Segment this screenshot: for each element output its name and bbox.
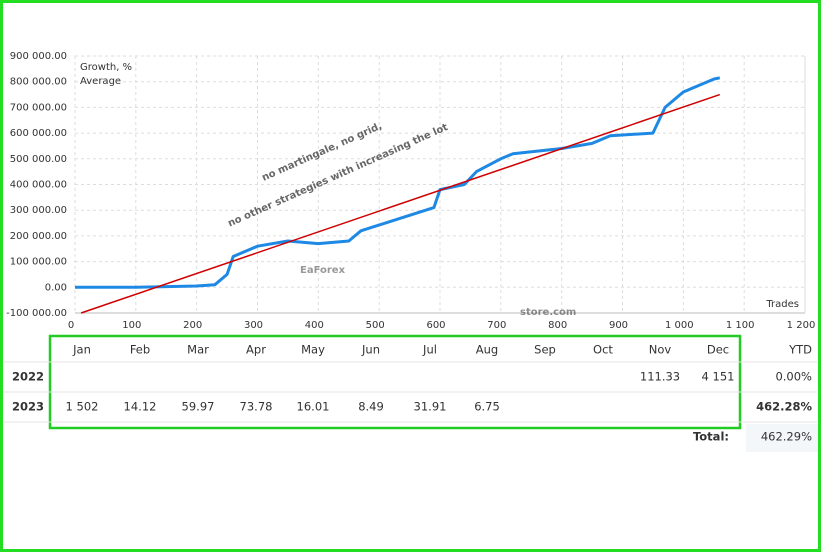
series-line	[75, 76, 721, 289]
x-tick-label: 1 000	[665, 320, 694, 331]
x-tick-label: 100	[122, 320, 141, 331]
total-label: Total:	[693, 430, 729, 444]
month-cell: 6.75	[474, 400, 500, 414]
highlight-box	[48, 334, 742, 430]
y-tick-label: -100 000.00	[6, 308, 67, 319]
month-cell: 16.01	[297, 400, 330, 414]
month-cell: 4 151	[702, 370, 735, 384]
month-cell: 111.33	[640, 370, 680, 384]
header-cell: Aug	[476, 343, 498, 357]
logo-sub: store.com	[520, 307, 576, 318]
x-tick-label: 1 200	[787, 320, 816, 331]
month-cell: 31.91	[414, 400, 447, 414]
x-tick-label: 700	[487, 320, 506, 331]
y-tick-label: 600 000.00	[10, 128, 67, 139]
month-cell: 1 502	[66, 400, 99, 414]
year-cell: 2022	[12, 370, 44, 384]
x-tick-label: 1 100	[726, 320, 755, 331]
header-cell: May	[301, 343, 325, 357]
monthly-table: Jan Feb Mar Apr May Jun Jul Aug Sep Oct Nov Dec YTD 2…	[4, 343, 818, 452]
header-cell: YTD	[788, 343, 812, 357]
total-bg	[746, 424, 818, 452]
chart: -100 000.00 0.00 100 000.00 200 000.00 300 0…	[6, 51, 815, 331]
header-cell: Dec	[707, 343, 729, 357]
y-tick-label: 700 000.00	[10, 102, 67, 113]
y-tick-label: 400 000.00	[10, 180, 67, 191]
total-value: 462.29%	[761, 430, 812, 444]
header-cell: Jun	[361, 343, 380, 357]
month-cell: 59.97	[182, 400, 215, 414]
month-cell: 73.78	[240, 400, 273, 414]
y-tick-label: 500 000.00	[10, 154, 67, 165]
y-tick-label: 900 000.00	[10, 51, 67, 62]
ytd-cell: 462.28%	[756, 400, 812, 414]
header-cell: Jan	[72, 343, 91, 357]
legend-entry: Growth, %	[80, 62, 132, 73]
x-axis-label: Trades	[765, 299, 799, 310]
y-tick-label: 200 000.00	[10, 231, 67, 242]
x-tick-label: 0	[68, 320, 74, 331]
x-tick-label: 600	[426, 320, 445, 331]
ytd-cell: 0.00%	[775, 370, 812, 384]
x-tick-label: 400	[305, 320, 324, 331]
x-tick-label: 900	[609, 320, 628, 331]
y-tick-label: 300 000.00	[10, 205, 67, 216]
header-cell: Sep	[534, 343, 556, 357]
header-cell: Apr	[246, 343, 266, 357]
y-tick-label: 100 000.00	[10, 257, 67, 268]
month-cell: 8.49	[358, 400, 384, 414]
header-cell: Jul	[422, 343, 437, 357]
x-tick-label: 300	[244, 320, 263, 331]
logo: EaForex	[300, 265, 346, 276]
header-cell: Mar	[187, 343, 209, 357]
x-tick-label: 200	[183, 320, 202, 331]
x-tick-label: 500	[366, 320, 385, 331]
series-line	[80, 93, 721, 314]
x-tick-label: 800	[548, 320, 567, 331]
year-cell: 2023	[12, 400, 44, 414]
legend-entry: Average	[80, 76, 121, 87]
y-tick-label: 800 000.00	[10, 77, 67, 88]
y-tick-label: 0.00	[45, 282, 67, 293]
header-cell: Feb	[130, 343, 150, 357]
header-cell: Nov	[649, 343, 672, 357]
month-cell: 14.12	[124, 400, 157, 414]
header-cell: Oct	[593, 343, 613, 357]
